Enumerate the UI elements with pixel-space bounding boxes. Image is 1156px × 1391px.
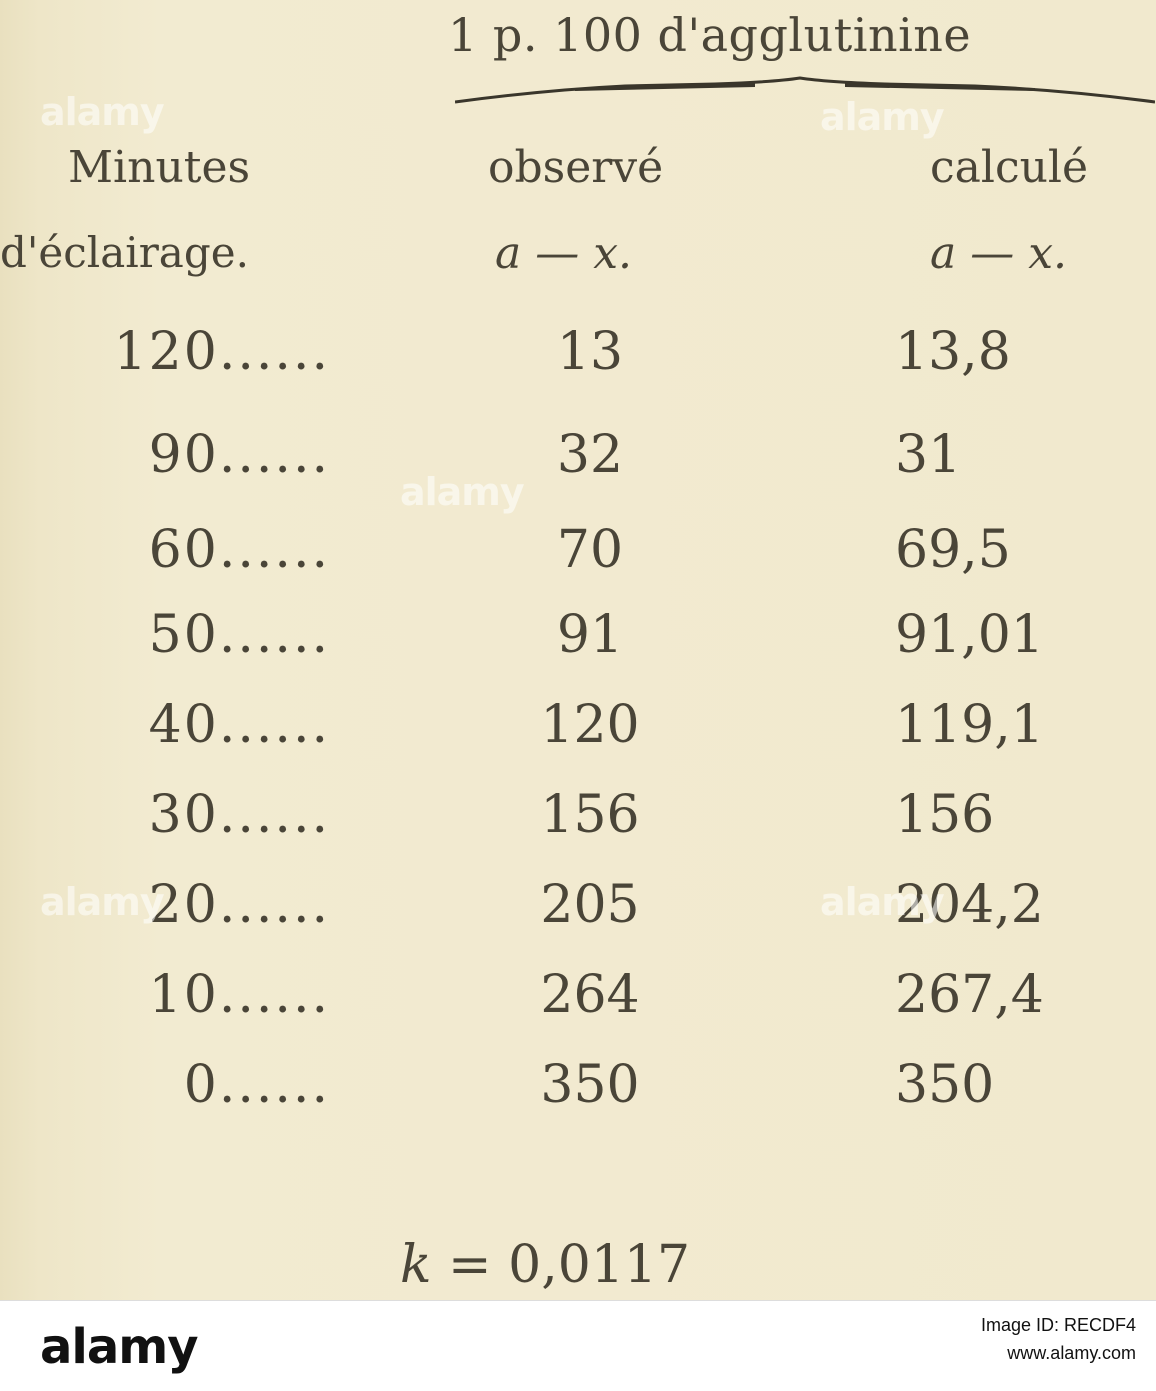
watermark-logo: alamy bbox=[820, 95, 945, 139]
row-observed: 70 bbox=[556, 520, 624, 580]
row-observed: 13 bbox=[556, 322, 624, 382]
row-minutes: 0...... bbox=[183, 1055, 330, 1115]
row-calculated: 156 bbox=[895, 785, 995, 845]
row-observed: 120 bbox=[540, 695, 640, 755]
row-calculated: 91,01 bbox=[895, 605, 1044, 665]
stock-footer: alamy Image ID: RECDF4 www.alamy.com bbox=[0, 1300, 1156, 1391]
watermark-logo: alamy bbox=[820, 880, 945, 924]
row-observed: 156 bbox=[540, 785, 640, 845]
column-subheader-minutes: d'éclairage. bbox=[0, 228, 249, 277]
column-header-calculated: calculé bbox=[930, 142, 1089, 193]
row-minutes: 40...... bbox=[148, 695, 330, 755]
row-calculated: 119,1 bbox=[895, 695, 1044, 755]
row-minutes: 120...... bbox=[113, 322, 330, 382]
watermark-logo: alamy bbox=[40, 90, 165, 134]
brace-icon bbox=[455, 76, 1155, 104]
row-observed: 264 bbox=[540, 965, 640, 1025]
rate-constant: k = 0,0117 bbox=[400, 1235, 690, 1295]
row-observed: 32 bbox=[556, 425, 624, 485]
column-subheader-observed: a — x. bbox=[495, 228, 633, 279]
row-calculated: 69,5 bbox=[895, 520, 1011, 580]
alamy-logo: alamy bbox=[40, 1319, 199, 1375]
table-group-title: 1 p. 100 d'agglutinine bbox=[448, 8, 972, 62]
rate-constant-value: = 0,0117 bbox=[448, 1235, 691, 1295]
site-url: www.alamy.com bbox=[1007, 1343, 1136, 1363]
row-calculated: 31 bbox=[895, 425, 962, 485]
row-minutes: 10...... bbox=[148, 965, 330, 1025]
image-id-block: Image ID: RECDF4 www.alamy.com bbox=[981, 1311, 1136, 1367]
row-calculated: 350 bbox=[895, 1055, 995, 1115]
watermark-logo: alamy bbox=[400, 470, 525, 514]
scanned-page: 1 p. 100 d'agglutinine Minutes observé c… bbox=[0, 0, 1156, 1300]
alamy-logo-text: alamy bbox=[40, 1319, 199, 1375]
row-minutes: 50...... bbox=[148, 605, 330, 665]
row-calculated: 13,8 bbox=[895, 322, 1011, 382]
row-calculated: 204,2 bbox=[895, 875, 1044, 935]
column-header-observed: observé bbox=[488, 142, 664, 193]
row-observed: 205 bbox=[540, 875, 640, 935]
row-minutes: 60...... bbox=[148, 520, 330, 580]
row-observed: 350 bbox=[540, 1055, 640, 1115]
column-header-minutes: Minutes bbox=[68, 142, 251, 193]
row-minutes: 90...... bbox=[148, 425, 330, 485]
row-minutes: 20...... bbox=[148, 875, 330, 935]
column-subheader-calculated: a — x. bbox=[930, 228, 1068, 279]
rate-constant-symbol: k bbox=[400, 1235, 432, 1295]
image-id-label: Image ID: RECDF4 bbox=[980, 1315, 1136, 1335]
row-observed: 91 bbox=[556, 605, 624, 665]
watermark-logo: alamy bbox=[40, 880, 165, 924]
row-minutes: 30...... bbox=[148, 785, 330, 845]
row-calculated: 267,4 bbox=[895, 965, 1044, 1025]
